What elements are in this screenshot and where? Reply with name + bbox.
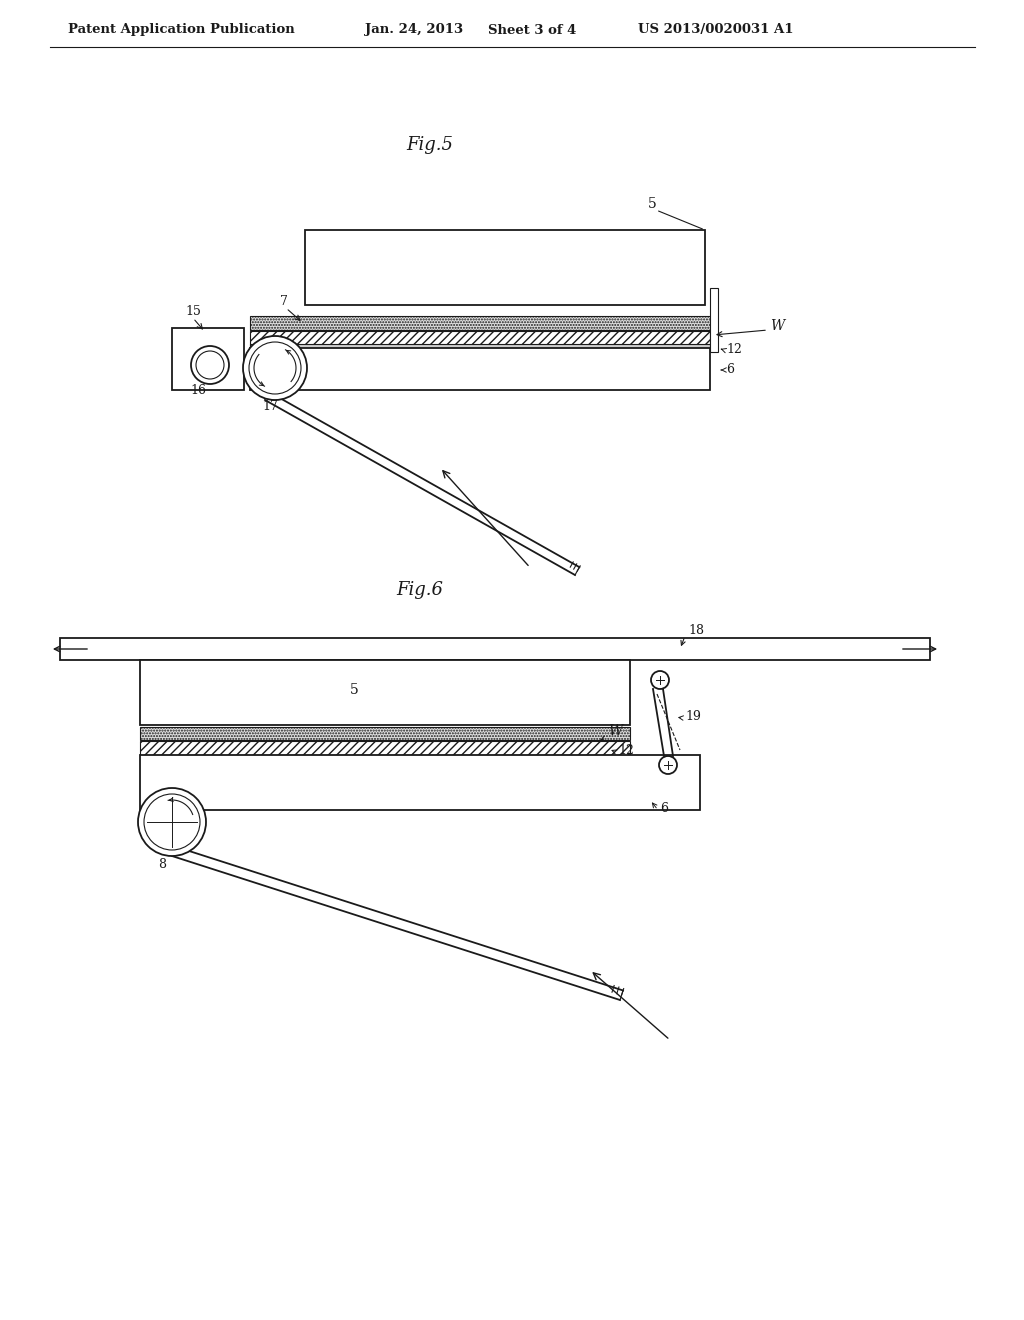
Circle shape bbox=[196, 351, 224, 379]
Text: Fig.6: Fig.6 bbox=[396, 581, 443, 599]
Text: 12: 12 bbox=[726, 343, 741, 356]
Bar bbox=[250, 345, 710, 350]
Circle shape bbox=[138, 788, 206, 855]
Bar bbox=[250, 348, 710, 389]
Text: 18: 18 bbox=[688, 624, 705, 638]
Bar bbox=[140, 727, 630, 741]
Text: Jan. 24, 2013: Jan. 24, 2013 bbox=[365, 24, 463, 37]
Bar bbox=[710, 288, 718, 352]
Bar bbox=[172, 327, 244, 389]
Bar bbox=[140, 660, 630, 725]
Text: Sheet 3 of 4: Sheet 3 of 4 bbox=[488, 24, 577, 37]
Circle shape bbox=[249, 342, 301, 393]
Text: Patent Application Publication: Patent Application Publication bbox=[68, 24, 295, 37]
Bar bbox=[140, 755, 700, 810]
Text: 5: 5 bbox=[350, 682, 358, 697]
Bar bbox=[305, 230, 705, 305]
Bar bbox=[250, 331, 710, 345]
Circle shape bbox=[659, 756, 677, 774]
Text: 8: 8 bbox=[158, 858, 166, 871]
Text: 16: 16 bbox=[190, 384, 206, 397]
Bar bbox=[250, 315, 710, 330]
Text: W: W bbox=[770, 319, 784, 333]
Text: 19: 19 bbox=[685, 710, 700, 723]
Bar bbox=[60, 638, 930, 660]
Text: 6: 6 bbox=[726, 363, 734, 376]
Circle shape bbox=[144, 795, 200, 850]
Bar bbox=[140, 741, 630, 755]
Text: 7: 7 bbox=[280, 294, 288, 308]
Text: W: W bbox=[608, 723, 623, 738]
Text: 15: 15 bbox=[185, 305, 201, 318]
Text: US 2013/0020031 A1: US 2013/0020031 A1 bbox=[638, 24, 794, 37]
Circle shape bbox=[651, 671, 669, 689]
Circle shape bbox=[191, 346, 229, 384]
Text: 6: 6 bbox=[660, 803, 668, 814]
Text: 12: 12 bbox=[618, 744, 634, 756]
Text: 5: 5 bbox=[648, 197, 656, 211]
Text: Fig.5: Fig.5 bbox=[407, 136, 454, 154]
Circle shape bbox=[243, 337, 307, 400]
Text: 17: 17 bbox=[262, 400, 278, 413]
